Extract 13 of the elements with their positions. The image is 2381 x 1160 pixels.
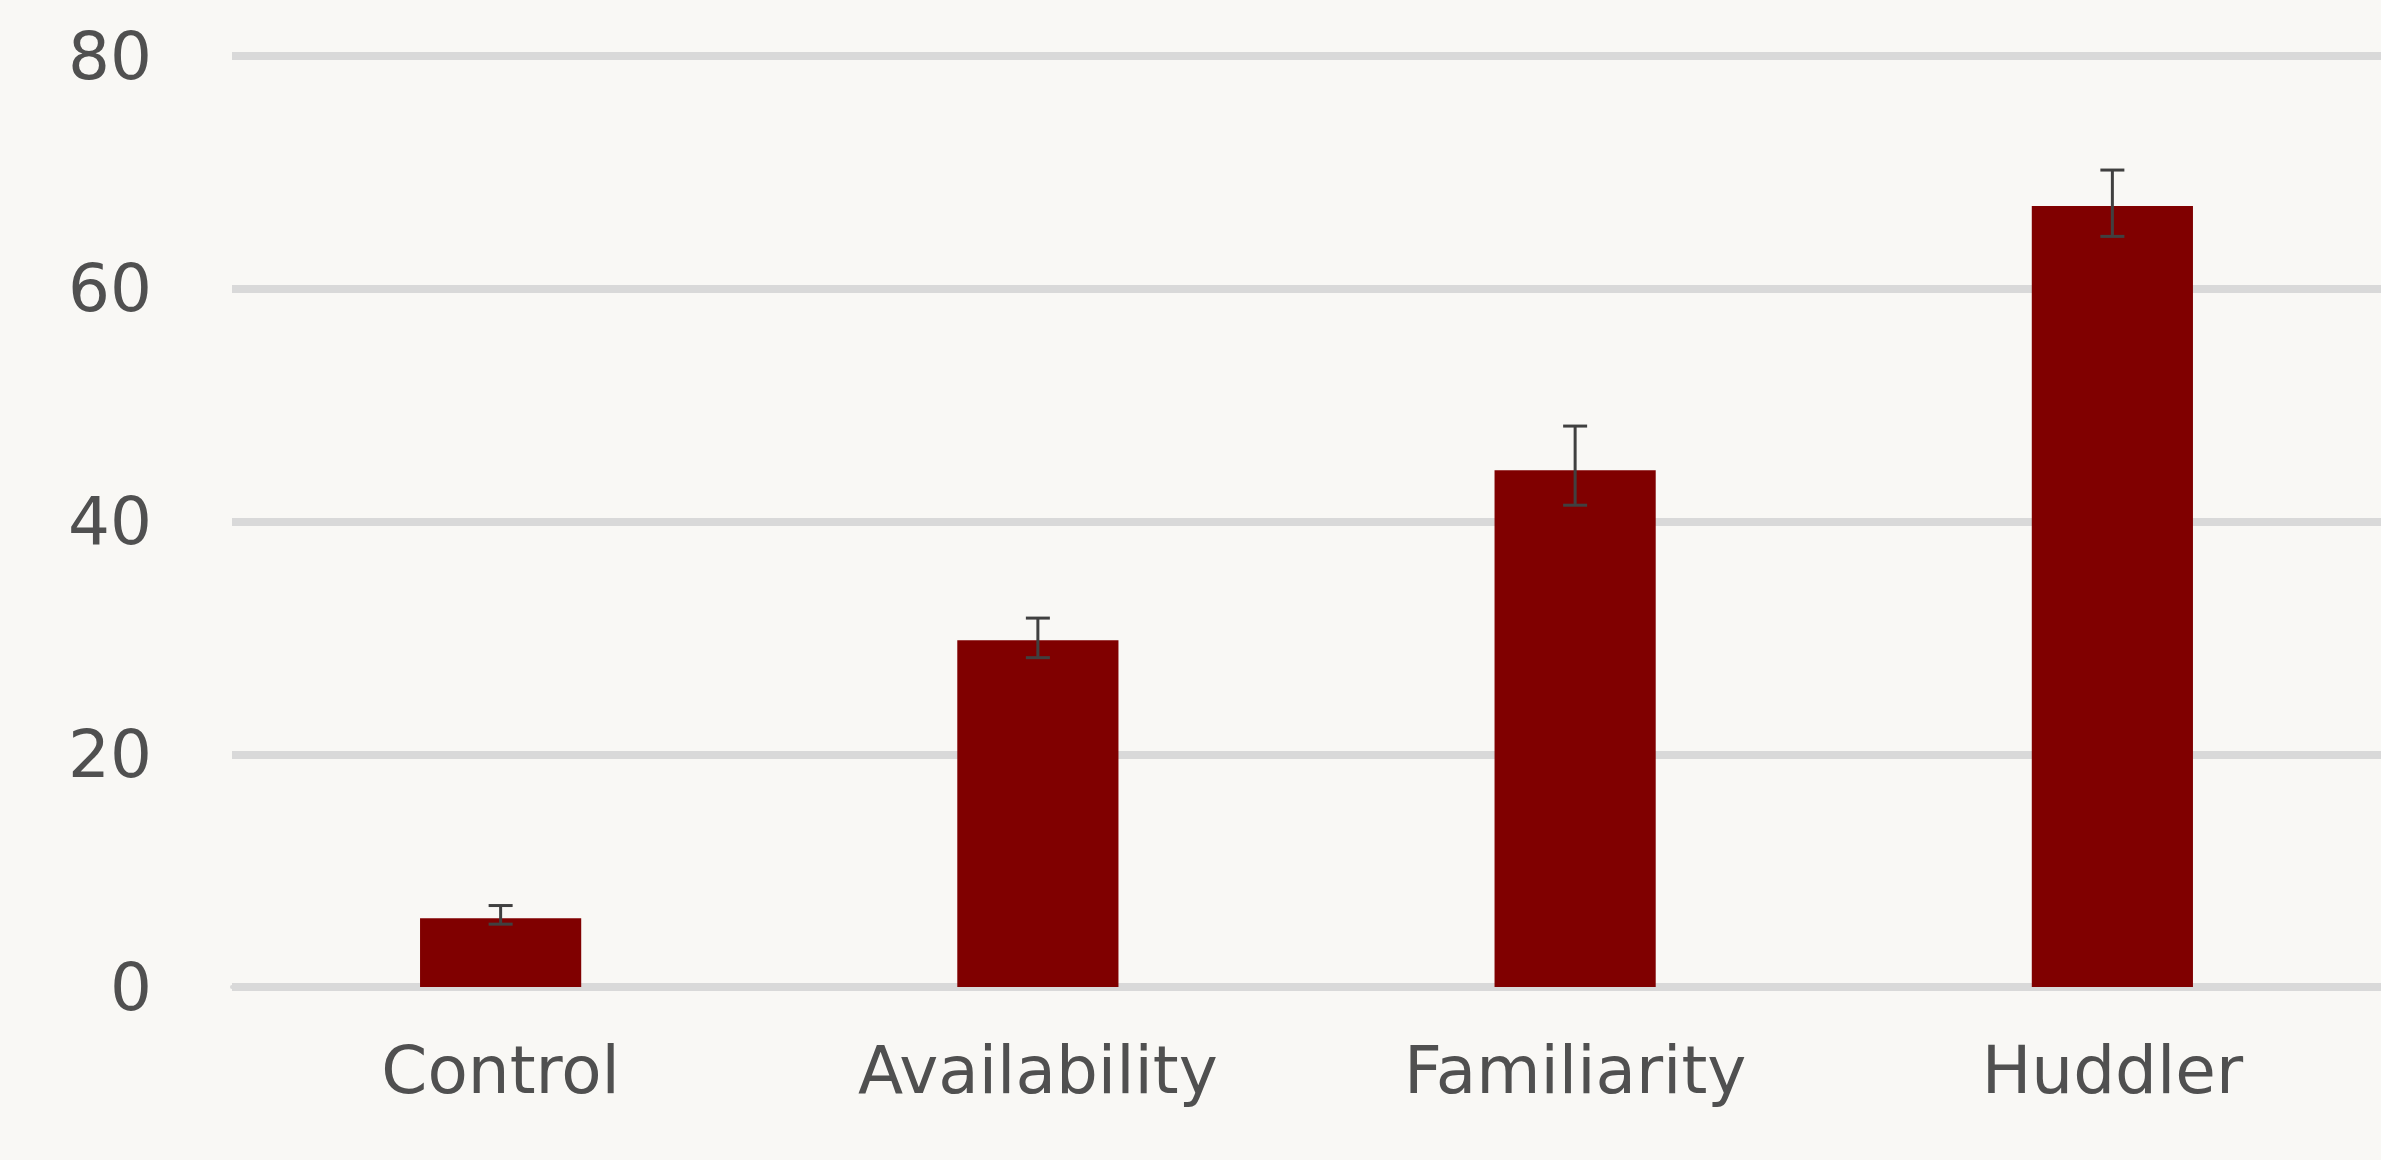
- y-tick-label: 40: [68, 483, 152, 560]
- x-tick-label: Huddler: [1981, 1031, 2244, 1109]
- y-tick-label: 20: [68, 715, 152, 793]
- bar: [1494, 470, 1656, 987]
- y-tick-label: 80: [68, 17, 152, 95]
- bar: [420, 918, 582, 987]
- x-tick-label: Availability: [858, 1031, 1218, 1109]
- x-tick-label: Familiarity: [1403, 1031, 1747, 1109]
- y-tick-label: 0: [110, 948, 152, 1026]
- bar: [2031, 206, 2193, 987]
- bar: [957, 640, 1119, 987]
- y-tick-label: 60: [68, 250, 152, 328]
- x-tick-label: Control: [381, 1031, 620, 1109]
